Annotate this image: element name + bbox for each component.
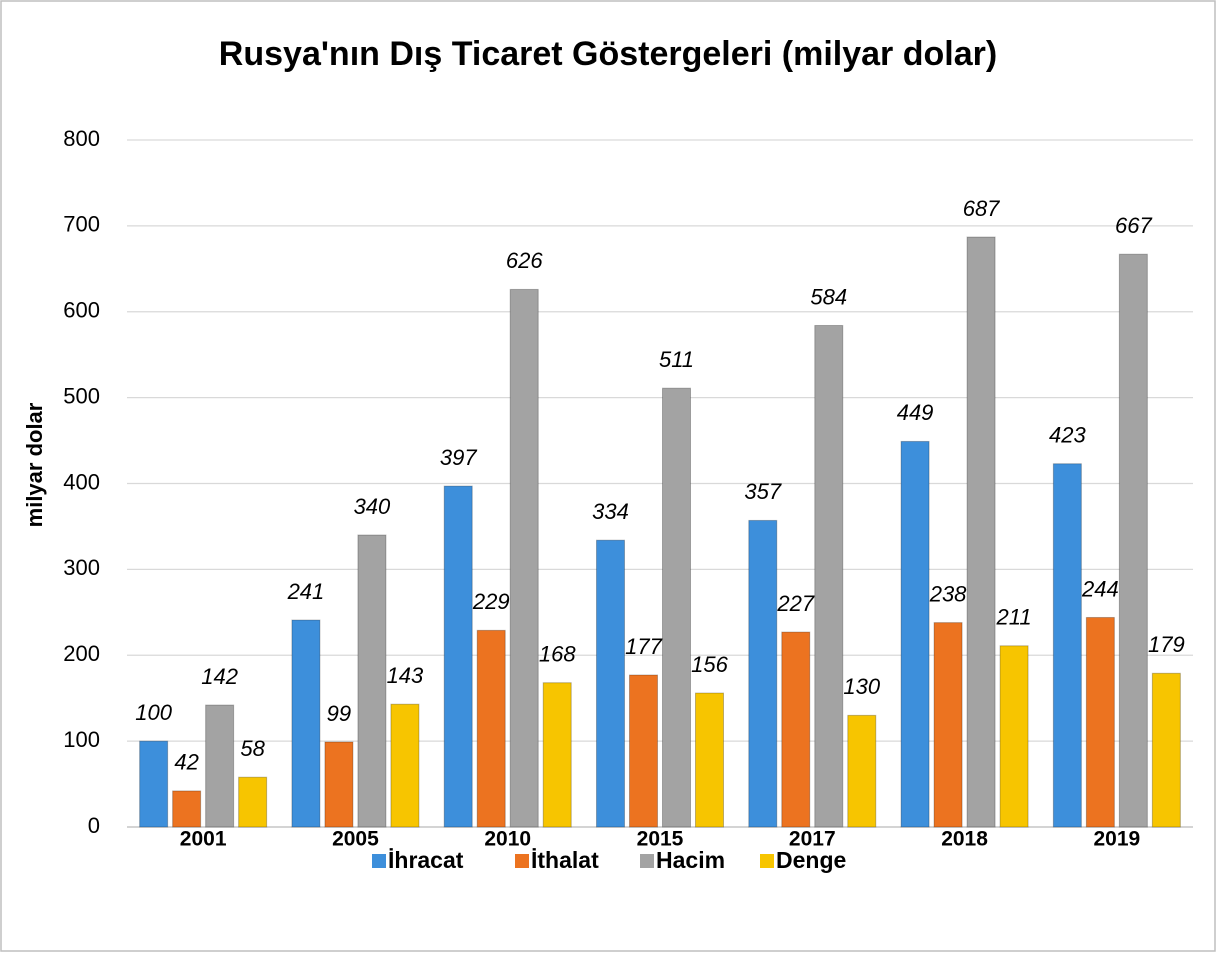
legend-swatch bbox=[515, 854, 529, 868]
y-tick-label: 700 bbox=[63, 212, 100, 237]
value-label: 334 bbox=[592, 499, 629, 524]
bar bbox=[476, 629, 506, 828]
bar bbox=[1151, 672, 1181, 828]
bar bbox=[966, 236, 996, 828]
chart-title: Rusya'nın Dış Ticaret Göstergeleri (mily… bbox=[219, 35, 997, 73]
y-tick-label: 300 bbox=[63, 555, 100, 580]
x-tick-label: 2017 bbox=[789, 828, 836, 851]
value-label: 142 bbox=[201, 664, 238, 689]
value-label: 99 bbox=[327, 701, 351, 726]
bar bbox=[596, 539, 625, 828]
value-label: 244 bbox=[1081, 576, 1119, 601]
x-tick-label: 2005 bbox=[332, 828, 379, 851]
bar bbox=[390, 703, 420, 828]
value-label: 229 bbox=[472, 589, 510, 614]
bar bbox=[695, 692, 724, 828]
bar bbox=[542, 682, 572, 828]
value-label: 179 bbox=[1148, 632, 1185, 657]
value-label: 423 bbox=[1049, 423, 1086, 448]
value-label: 584 bbox=[810, 284, 847, 309]
value-label: 211 bbox=[996, 605, 1032, 630]
bar bbox=[324, 741, 354, 828]
bar bbox=[662, 387, 691, 828]
legend-label: İthalat bbox=[531, 847, 599, 873]
bar bbox=[291, 619, 321, 828]
value-label: 100 bbox=[135, 700, 172, 725]
value-label: 156 bbox=[691, 652, 728, 677]
bar bbox=[1085, 616, 1115, 828]
legend-label: Denge bbox=[776, 847, 846, 873]
value-label: 241 bbox=[287, 579, 325, 604]
y-tick-label: 100 bbox=[63, 727, 100, 752]
y-tick-label: 0 bbox=[88, 813, 100, 838]
x-tick-label: 2010 bbox=[484, 828, 531, 851]
value-label: 42 bbox=[174, 750, 198, 775]
value-label: 626 bbox=[506, 248, 543, 273]
value-label: 340 bbox=[354, 494, 391, 519]
y-tick-label: 400 bbox=[63, 469, 100, 494]
value-label: 58 bbox=[240, 736, 265, 761]
bar bbox=[900, 440, 930, 828]
x-tick-label: 2019 bbox=[1093, 828, 1140, 851]
value-label: 177 bbox=[625, 634, 662, 659]
legend-label: Hacim bbox=[656, 847, 725, 873]
x-tick-label: 2001 bbox=[180, 828, 227, 851]
y-tick-label: 200 bbox=[63, 641, 100, 666]
bar bbox=[933, 622, 963, 828]
value-label: 168 bbox=[539, 642, 576, 667]
y-tick-label: 600 bbox=[63, 298, 100, 323]
legend-label: İhracat bbox=[388, 847, 464, 873]
bar bbox=[999, 645, 1029, 828]
legend-swatch bbox=[640, 854, 654, 868]
value-label: 667 bbox=[1115, 213, 1152, 238]
bar bbox=[443, 485, 473, 828]
value-label: 397 bbox=[440, 445, 477, 470]
bar bbox=[139, 740, 169, 828]
bar bbox=[748, 519, 778, 828]
value-label: 449 bbox=[897, 400, 934, 425]
bar bbox=[814, 324, 844, 828]
y-tick-label: 500 bbox=[63, 383, 100, 408]
bar bbox=[629, 674, 658, 828]
bar bbox=[847, 714, 877, 828]
value-label: 130 bbox=[843, 674, 880, 699]
value-label: 511 bbox=[659, 347, 694, 372]
bar bbox=[1118, 253, 1148, 828]
value-label: 143 bbox=[387, 663, 424, 688]
bar bbox=[357, 534, 387, 828]
bar bbox=[509, 288, 539, 828]
bar bbox=[781, 631, 811, 828]
x-tick-label: 2018 bbox=[941, 828, 988, 851]
value-label: 357 bbox=[744, 479, 781, 504]
bar bbox=[238, 776, 268, 828]
y-tick-label: 800 bbox=[63, 126, 100, 151]
value-label: 227 bbox=[776, 591, 814, 616]
bar bbox=[1052, 463, 1082, 828]
legend-swatch bbox=[372, 854, 386, 868]
bar bbox=[172, 790, 202, 828]
value-label: 238 bbox=[929, 581, 967, 606]
x-tick-label: 2015 bbox=[637, 828, 684, 851]
bar bbox=[205, 704, 235, 828]
y-axis-label: milyar dolar bbox=[22, 402, 47, 527]
legend-swatch bbox=[760, 854, 774, 868]
value-label: 687 bbox=[963, 196, 1000, 221]
